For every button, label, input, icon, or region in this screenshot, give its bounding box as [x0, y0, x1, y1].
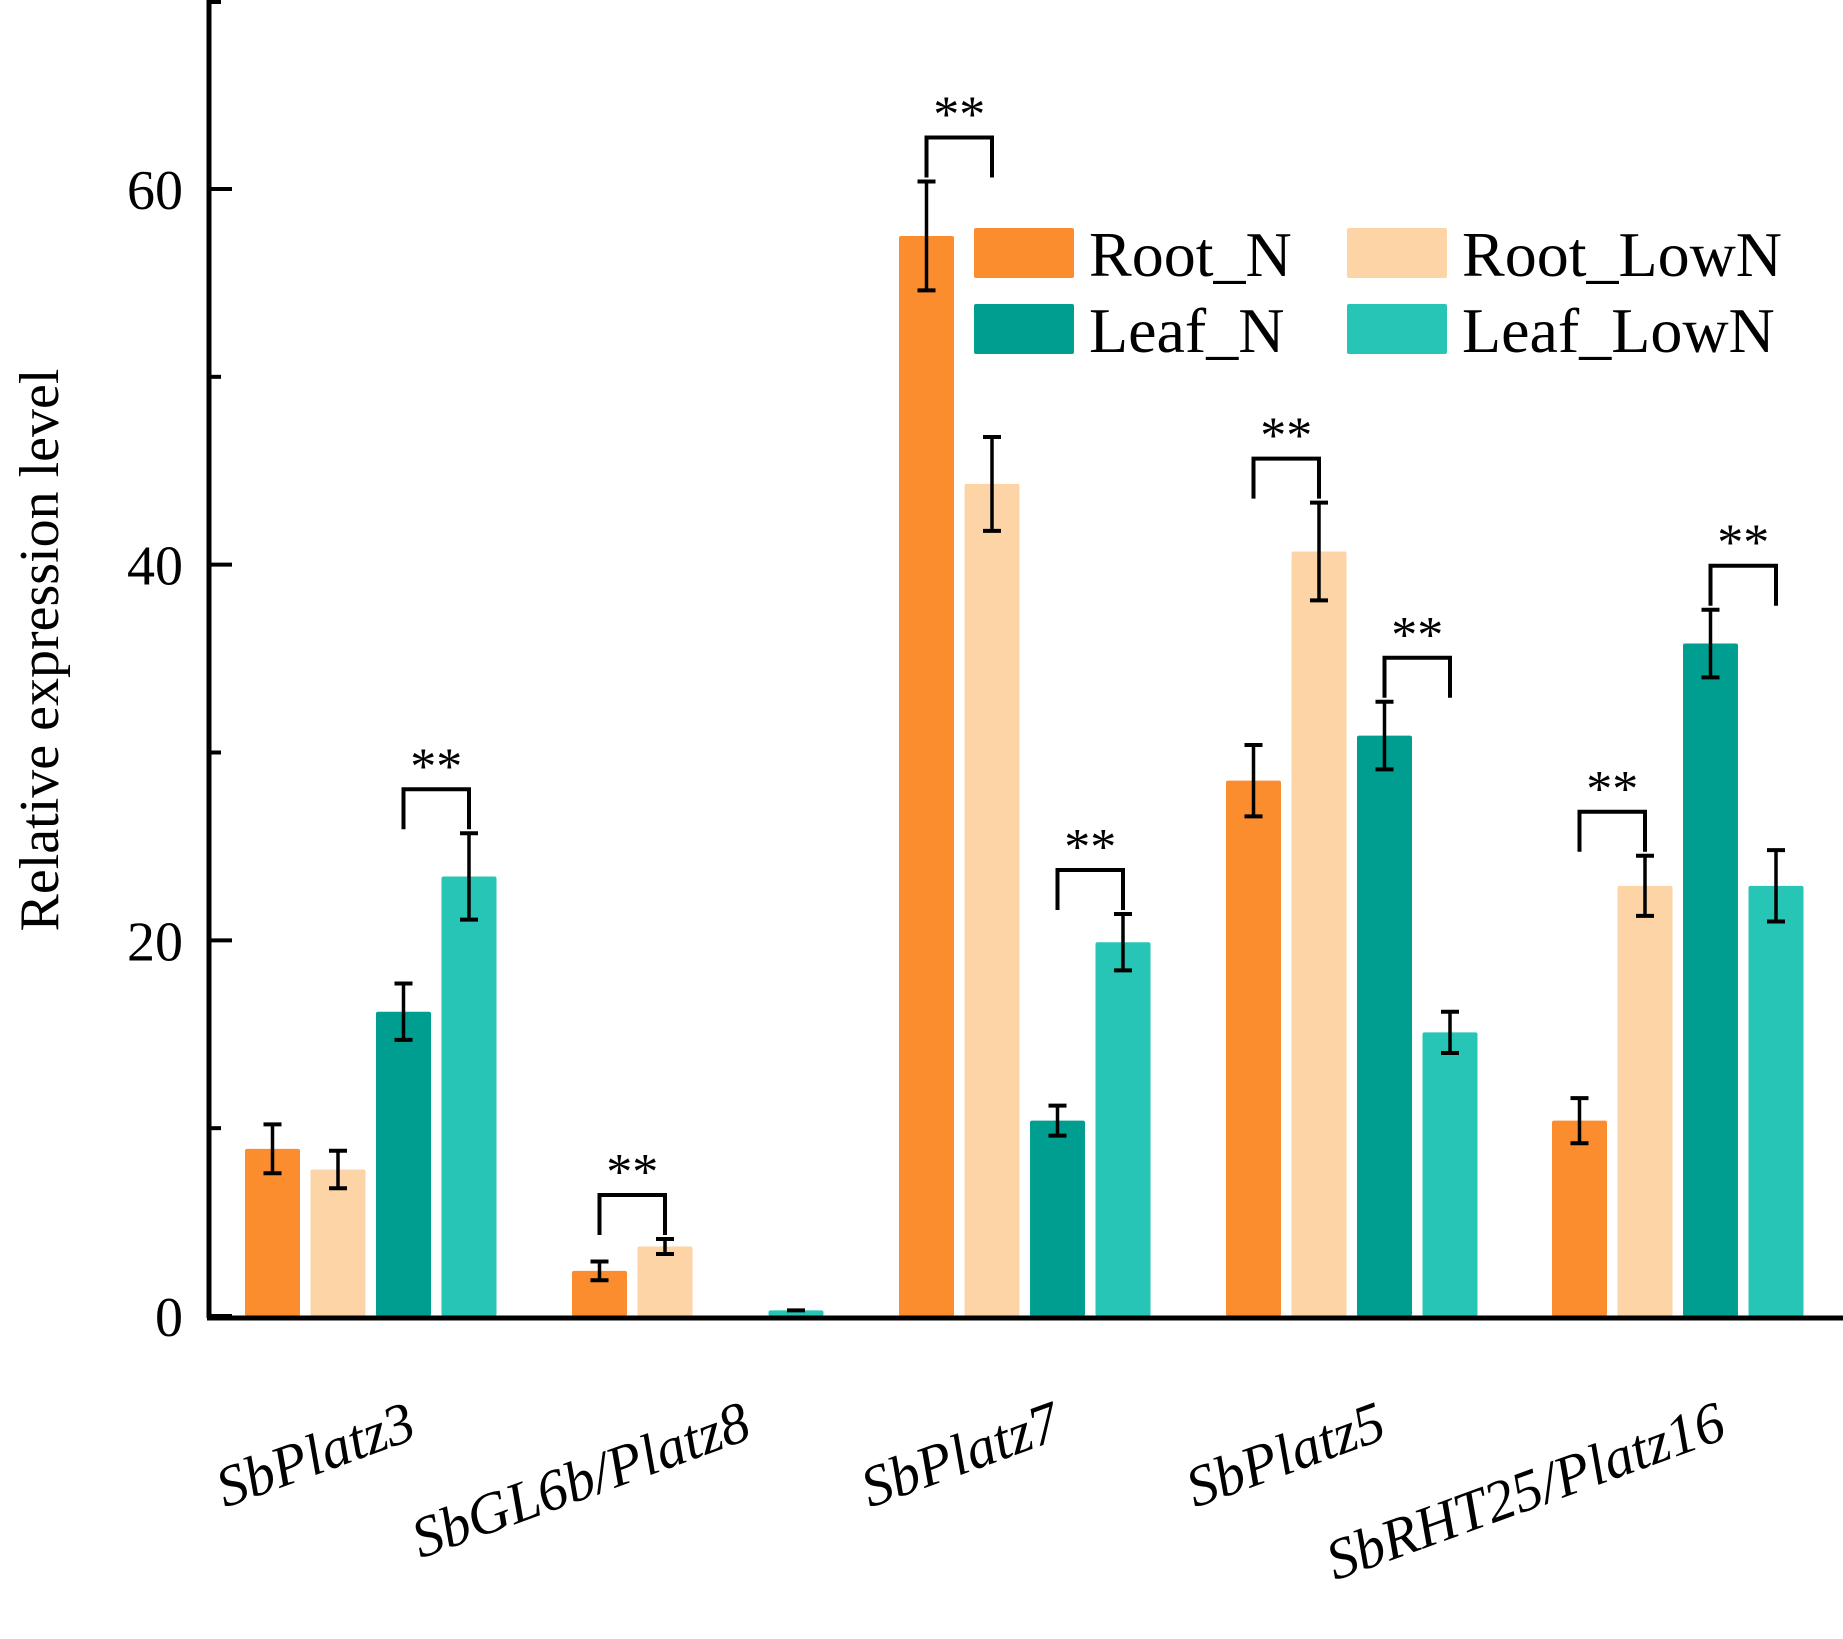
error-bar-sbplatz7-root-n — [917, 179, 936, 293]
legend-item-leaf-n: Leaf_N — [974, 295, 1284, 366]
legend-swatch — [1347, 228, 1447, 278]
bar-sbplatz3-leaf-n — [376, 1011, 431, 1316]
significance-label: ** — [1260, 408, 1312, 465]
bar-sbplatz3-root-n — [245, 1148, 300, 1316]
error-bar-sbplatz5-leaf-n — [1375, 699, 1394, 772]
error-bar-sbgl6b-platz8-root-n — [590, 1259, 609, 1283]
error-bar-sbplatz3-leaf-n — [394, 981, 413, 1042]
legend-label: Root_N — [1089, 219, 1292, 290]
y-tick-label-60: 60 — [127, 160, 183, 222]
legend-swatch — [974, 304, 1074, 354]
y-ticks-layer: 0 20 40 60 — [127, 0, 232, 1349]
significance-sbplatz5-root-n-root-lown: ** — [1251, 408, 1321, 499]
y-tick-label-0: 0 — [155, 1287, 183, 1349]
axes-layer — [206, 0, 1843, 1321]
x-tick-label-sbplatz7: SbPlatz7 — [852, 1388, 1070, 1520]
legend-label: Leaf_N — [1089, 295, 1284, 366]
bar-sbplatz5-leaf-lown — [1422, 1032, 1478, 1316]
bar-sbrht25-platz16-leaf-lown — [1748, 885, 1804, 1316]
error-bar-sbplatz5-leaf-lown — [1441, 1009, 1459, 1056]
significance-sbrht25-platz16-root-n-root-lown: ** — [1577, 761, 1647, 852]
significance-layer: ** ** ** ** ** ** ** ** — [401, 86, 1778, 1235]
significance-bracket — [401, 787, 471, 830]
bar-sbgl6b-platz8-root-n — [572, 1270, 627, 1316]
bar-sbplatz5-leaf-n — [1357, 735, 1412, 1316]
significance-sbplatz5-leaf-n-leaf-lown: ** — [1382, 607, 1452, 698]
error-bar-sbplatz3-root-lown — [329, 1148, 347, 1191]
significance-bracket — [924, 135, 994, 178]
significance-label: ** — [1064, 819, 1116, 876]
error-bar-sbrht25-platz16-root-lown — [1636, 853, 1654, 918]
significance-sbgl6b-platz8-root-n-root-lown: ** — [597, 1144, 667, 1235]
significance-sbplatz3-leaf-n-leaf-lown: ** — [401, 738, 471, 830]
bar-sbplatz7-root-lown — [964, 483, 1020, 1317]
error-bar-sbrht25-platz16-leaf-n — [1701, 607, 1720, 680]
legend: Root_N Root_LowN Leaf_N Leaf_LowN — [974, 219, 1782, 366]
y-tick-label-20: 20 — [127, 911, 183, 973]
error-bar-sbrht25-platz16-root-n — [1570, 1096, 1589, 1146]
bar-sbplatz7-root-n — [899, 235, 954, 1316]
significance-bracket — [1251, 456, 1321, 499]
significance-label: ** — [1391, 607, 1443, 664]
error-bar-sbplatz7-root-lown — [983, 434, 1001, 533]
error-bar-sbplatz3-root-n — [263, 1122, 282, 1176]
bar-sbrht25-platz16-leaf-n — [1683, 643, 1738, 1316]
bar-sbgl6b-platz8-root-lown — [637, 1246, 693, 1316]
significance-sbplatz7-leaf-n-leaf-lown: ** — [1055, 819, 1125, 911]
error-bar-sbplatz7-leaf-n — [1048, 1103, 1067, 1138]
legend-label: Root_LowN — [1462, 219, 1782, 290]
error-bar-sbgl6b-platz8-root-lown — [656, 1236, 674, 1257]
bar-sbplatz3-leaf-lown — [441, 876, 497, 1316]
significance-label: ** — [1717, 515, 1769, 572]
y-tick-label-40: 40 — [127, 536, 183, 598]
legend-label: Leaf_LowN — [1462, 295, 1775, 366]
significance-bracket — [597, 1192, 667, 1235]
x-tick-label-sbplatz3: SbPlatz3 — [207, 1389, 423, 1521]
bar-sbgl6b-platz8-leaf-lown — [768, 1310, 824, 1316]
bars-layer — [245, 235, 1804, 1317]
significance-bracket — [1382, 655, 1452, 698]
significance-sbrht25-platz16-leaf-n-leaf-lown: ** — [1708, 515, 1778, 606]
y-axis-label: Relative expression level — [9, 369, 71, 932]
error-bar-sbplatz5-root-lown — [1310, 500, 1328, 603]
significance-label: ** — [933, 86, 985, 143]
significance-sbplatz7-root-n-root-lown: ** — [924, 86, 994, 178]
bar-sbplatz3-root-lown — [310, 1169, 366, 1316]
significance-bracket — [1708, 563, 1778, 606]
significance-label: ** — [1586, 761, 1638, 818]
bar-sbplatz5-root-lown — [1291, 551, 1347, 1316]
error-bar-sbplatz7-leaf-lown — [1114, 912, 1132, 973]
bar-sbplatz7-leaf-n — [1030, 1120, 1085, 1316]
significance-label: ** — [606, 1144, 658, 1201]
bar-sbrht25-platz16-root-n — [1552, 1120, 1607, 1316]
bar-sbplatz5-root-n — [1226, 780, 1281, 1316]
error-bar-sbplatz5-root-n — [1244, 742, 1263, 819]
legend-item-leaf-lown: Leaf_LowN — [1347, 295, 1775, 366]
significance-bracket — [1577, 809, 1647, 852]
significance-bracket — [1055, 868, 1125, 911]
legend-item-root-lown: Root_LowN — [1347, 219, 1782, 290]
x-tick-label-sbplatz5: SbPlatz5 — [1177, 1389, 1393, 1521]
legend-item-root-n: Root_N — [974, 219, 1292, 290]
bar-sbrht25-platz16-root-lown — [1617, 885, 1673, 1316]
legend-swatch — [974, 228, 1074, 278]
error-bars-layer — [263, 179, 1785, 1313]
bar-sbplatz7-leaf-lown — [1095, 942, 1151, 1316]
significance-label: ** — [410, 738, 462, 795]
error-bar-sbrht25-platz16-leaf-lown — [1767, 848, 1785, 924]
x-tick-label-sbgl6b-platz8: SbGL6b/Platz8 — [403, 1389, 758, 1571]
legend-swatch — [1347, 304, 1447, 354]
error-bar-sbplatz3-leaf-lown — [460, 831, 478, 922]
